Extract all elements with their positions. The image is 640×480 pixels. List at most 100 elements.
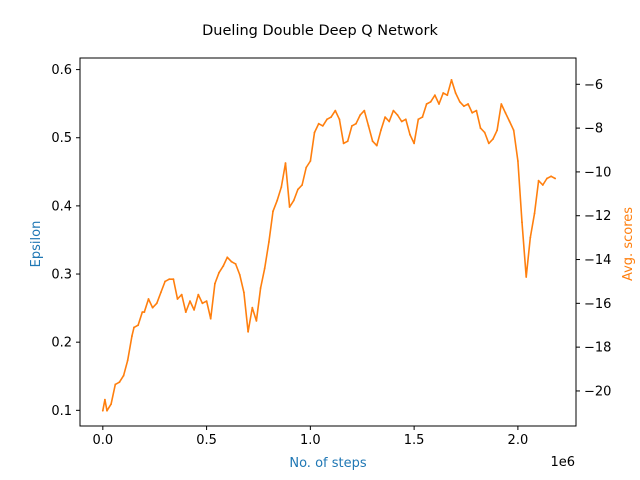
series-point bbox=[193, 309, 196, 311]
series-point bbox=[529, 236, 532, 239]
series-point bbox=[141, 311, 144, 313]
series-point bbox=[334, 109, 337, 112]
series-point bbox=[280, 186, 283, 189]
series-point bbox=[189, 300, 191, 302]
y-right-tick-label: −12 bbox=[584, 209, 611, 224]
series-point bbox=[550, 175, 552, 178]
series-point bbox=[268, 241, 270, 243]
series-point bbox=[101, 409, 104, 412]
series-point bbox=[429, 100, 432, 103]
series-point bbox=[479, 127, 482, 129]
series-point bbox=[309, 160, 312, 162]
series-point bbox=[180, 293, 183, 296]
series-point bbox=[160, 291, 162, 294]
series-point bbox=[238, 274, 241, 276]
series-point bbox=[363, 109, 366, 112]
series-point bbox=[342, 142, 345, 145]
y-left-tick-label: 0.1 bbox=[51, 404, 72, 419]
x-tick-label: 1.5 bbox=[404, 433, 425, 448]
y-left-tick-label: 0.3 bbox=[51, 268, 72, 283]
series-point bbox=[305, 166, 308, 169]
series-point bbox=[313, 131, 316, 134]
series-point bbox=[234, 263, 237, 265]
series-point bbox=[409, 133, 411, 136]
y-axis-left-label: Epsilon bbox=[29, 221, 44, 268]
series-point bbox=[351, 125, 353, 127]
series-layer bbox=[101, 79, 557, 412]
series-point bbox=[446, 94, 449, 97]
series-point bbox=[546, 177, 548, 180]
y-right-tick-label: −6 bbox=[584, 78, 603, 93]
series-point bbox=[147, 298, 150, 300]
series-point bbox=[500, 103, 503, 105]
series-point bbox=[118, 381, 121, 384]
x-axis-offset-label: 1e6 bbox=[550, 455, 575, 470]
series-point bbox=[259, 287, 262, 289]
series-point bbox=[168, 278, 171, 281]
series-point bbox=[392, 109, 395, 112]
y-right-tick-label: −8 bbox=[584, 122, 603, 137]
series-point bbox=[508, 120, 511, 123]
series-point bbox=[541, 184, 544, 186]
series-point bbox=[205, 300, 208, 302]
series-point bbox=[355, 122, 357, 125]
series-point bbox=[292, 199, 295, 202]
y-axis-right-label: Avg. scores bbox=[621, 207, 636, 281]
series-point bbox=[425, 103, 428, 105]
series-point bbox=[413, 142, 415, 145]
series-point bbox=[214, 282, 216, 285]
series-point bbox=[450, 79, 453, 81]
series-point bbox=[110, 403, 112, 405]
x-tick-label: 1.0 bbox=[300, 433, 321, 448]
series-point bbox=[272, 210, 274, 213]
series-point bbox=[297, 188, 299, 191]
y-left-tick-label: 0.4 bbox=[51, 199, 72, 214]
series-point bbox=[467, 103, 469, 105]
series-point bbox=[106, 409, 108, 412]
series-point bbox=[114, 383, 117, 386]
series-point bbox=[164, 280, 167, 283]
series-point bbox=[131, 335, 133, 338]
series-point bbox=[226, 256, 229, 259]
series-point bbox=[483, 131, 486, 134]
series-point bbox=[512, 129, 515, 132]
series-point bbox=[454, 92, 457, 94]
series-point bbox=[417, 118, 420, 121]
series-point bbox=[155, 302, 158, 305]
series-point bbox=[525, 276, 528, 278]
series-point bbox=[475, 109, 478, 112]
series-point bbox=[554, 177, 557, 180]
series-point bbox=[458, 100, 461, 103]
series-point bbox=[338, 118, 341, 121]
series-point bbox=[133, 326, 135, 329]
series-point bbox=[137, 324, 140, 327]
series-point bbox=[487, 142, 490, 145]
series-point bbox=[284, 162, 287, 165]
y-right-tick-label: −14 bbox=[584, 253, 611, 268]
series-point bbox=[263, 267, 266, 270]
series-point bbox=[442, 92, 445, 94]
series-point bbox=[404, 118, 407, 121]
x-axis-label: No. of steps bbox=[289, 456, 366, 471]
series-point bbox=[533, 212, 536, 215]
series-point bbox=[359, 114, 362, 116]
series-point bbox=[321, 125, 324, 127]
x-tick-label: 2.0 bbox=[508, 433, 529, 448]
chart-title: Dueling Double Deep Q Network bbox=[202, 23, 438, 39]
series-point bbox=[400, 120, 403, 123]
series-point bbox=[247, 330, 250, 333]
series-point bbox=[384, 116, 386, 118]
series-point bbox=[255, 320, 258, 322]
x-tick-label: 0.0 bbox=[92, 433, 113, 448]
series-point bbox=[346, 140, 349, 143]
series-point bbox=[201, 302, 204, 305]
series-point bbox=[375, 144, 378, 147]
series-point bbox=[496, 129, 498, 132]
y-right-tick-label: −16 bbox=[584, 297, 611, 312]
series-point bbox=[367, 125, 370, 127]
series-point bbox=[326, 118, 328, 121]
series-line-0 bbox=[102, 79, 556, 412]
series-point bbox=[517, 160, 519, 162]
